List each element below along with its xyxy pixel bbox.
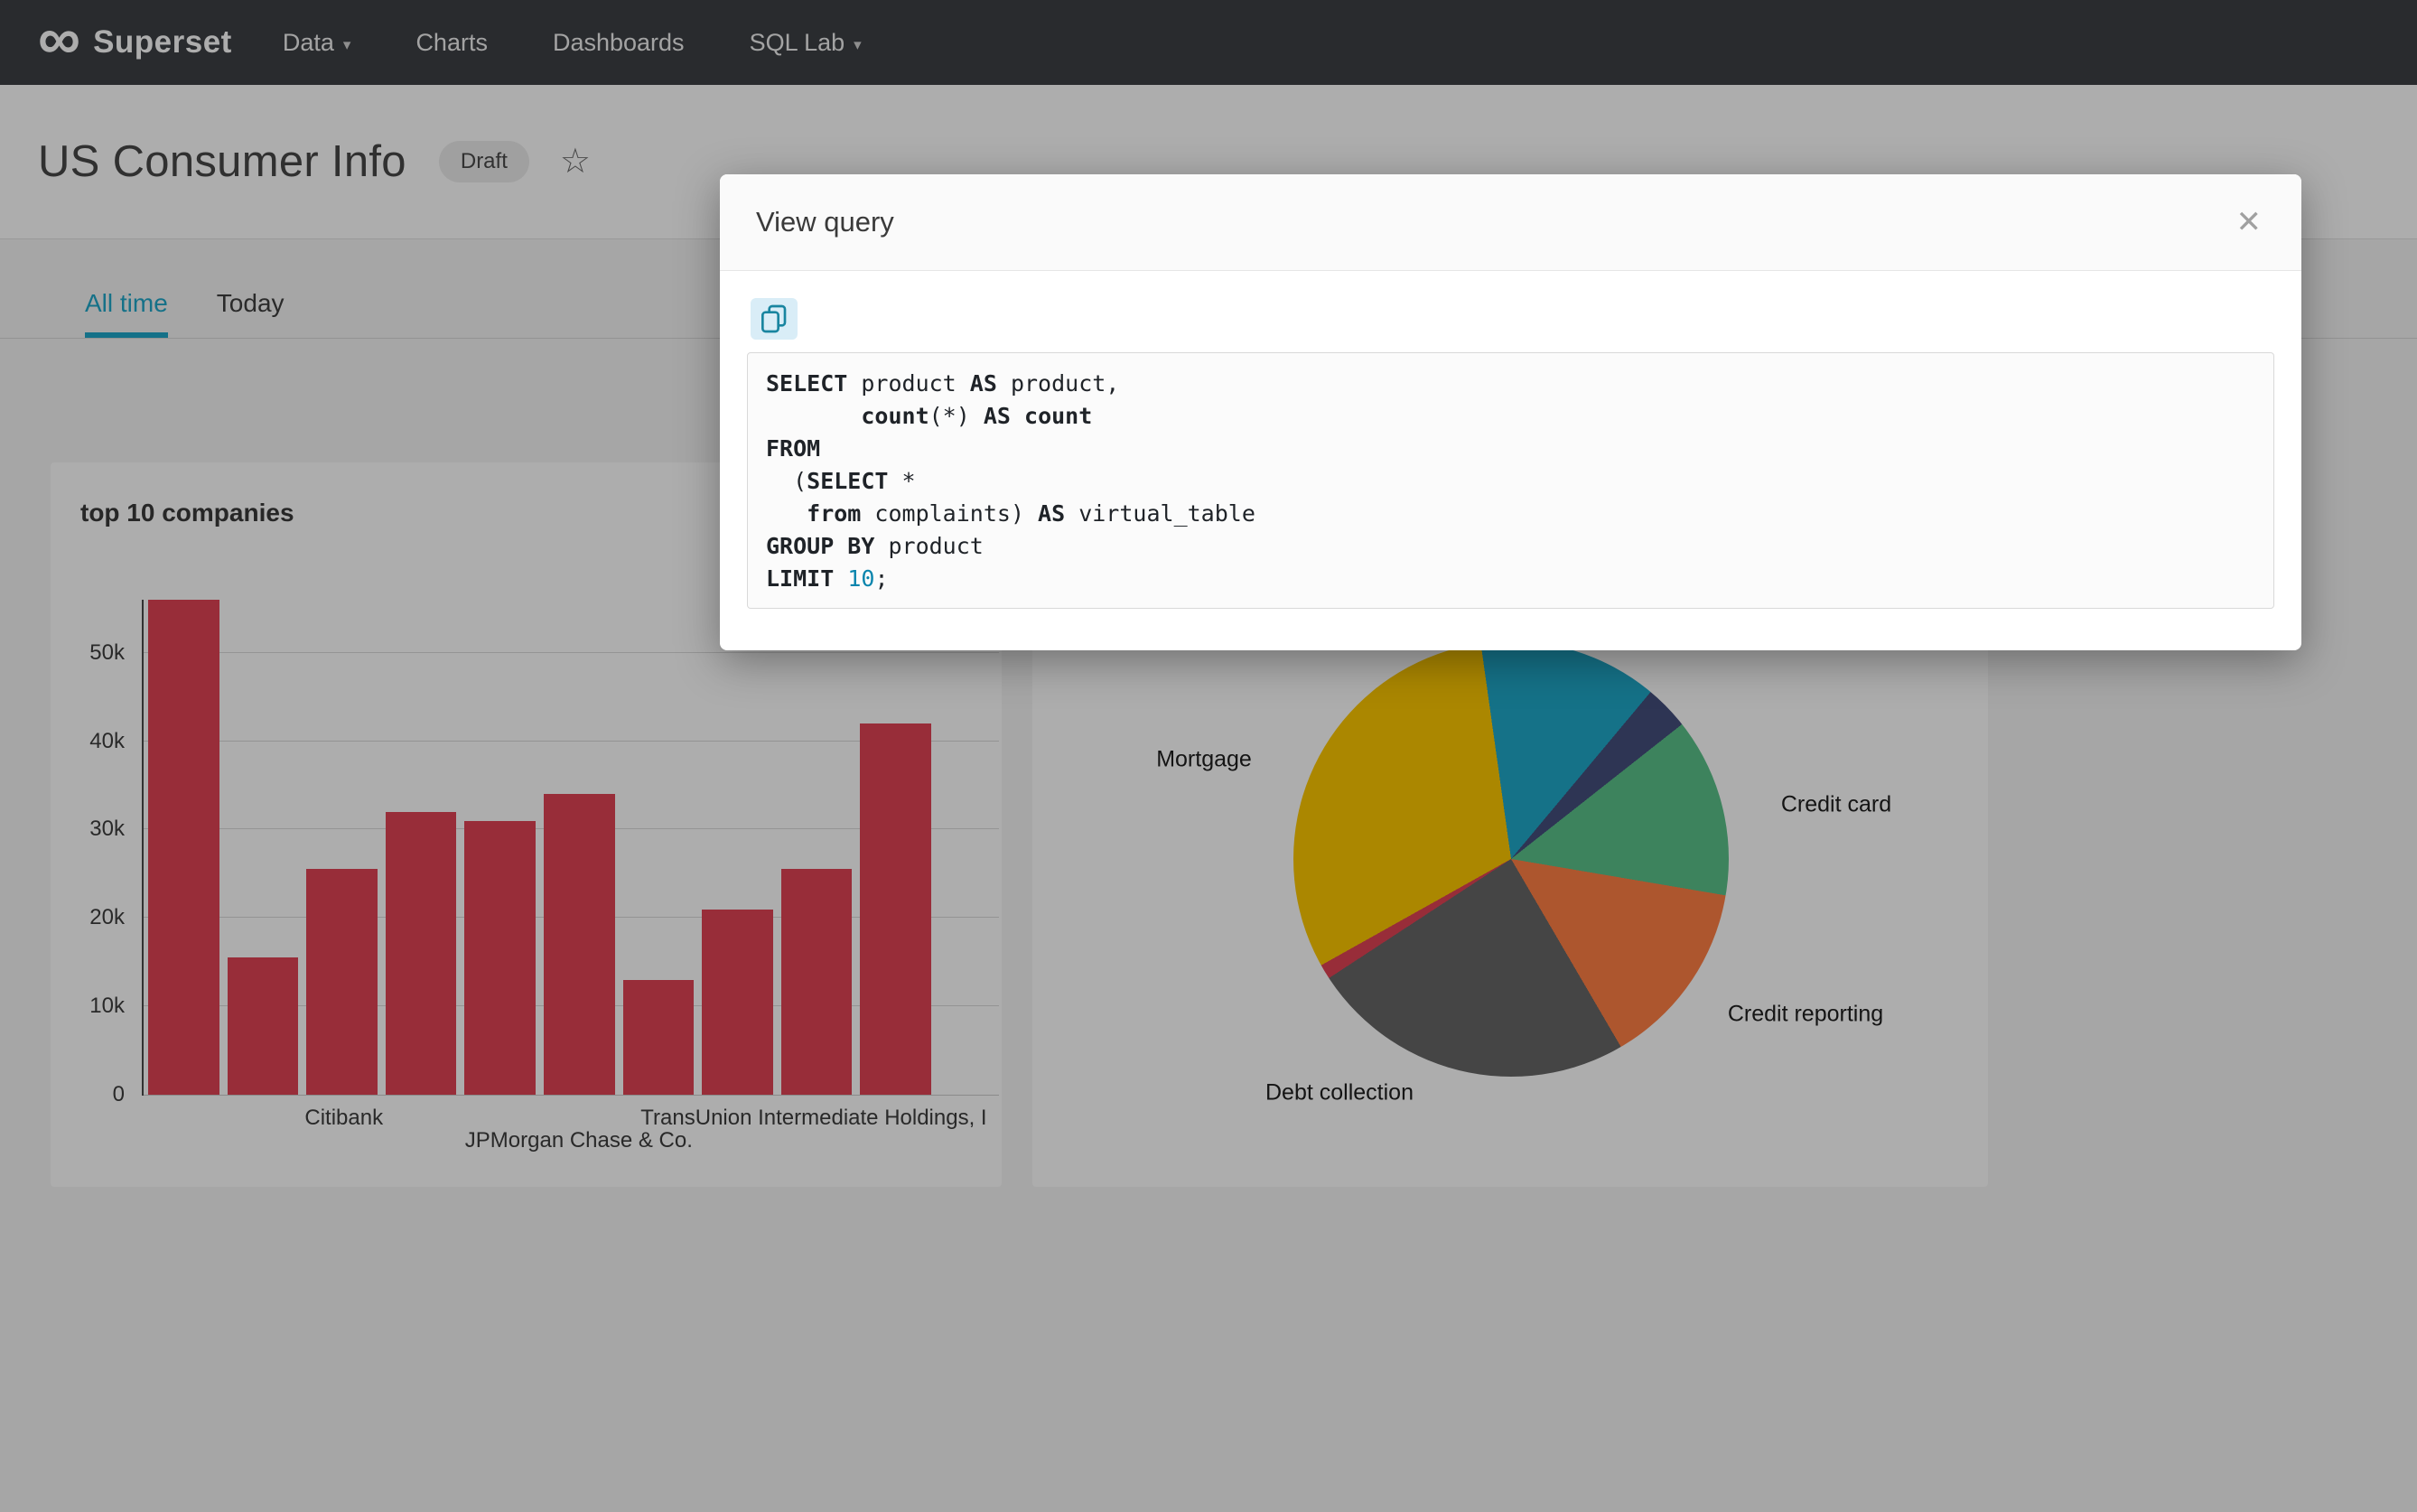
y-axis-line (142, 600, 144, 1096)
favorite-star-icon[interactable]: ☆ (559, 143, 591, 181)
bar[interactable] (464, 820, 536, 1095)
tab-today[interactable]: Today (216, 289, 285, 317)
chevron-down-icon: ▾ (342, 35, 351, 53)
status-badge: Draft (438, 141, 529, 182)
navbar-menu: Data ▾ Charts Dashboards SQL Lab ▾ (283, 0, 862, 85)
nav-item-label: SQL Lab (749, 28, 845, 56)
nav-item-dashboards[interactable]: Dashboards (553, 29, 685, 57)
superset-logo[interactable]: ∞ Superset (38, 8, 232, 68)
bar[interactable] (148, 600, 219, 1095)
bar[interactable] (702, 909, 773, 1095)
grid-line (144, 740, 999, 742)
view-query-modal: View query ✕ SELECT product AS product, … (720, 174, 2301, 650)
bar-chart-card: top 10 companies 0 10k 20k 30k 40k 50k Citiba… (51, 462, 1002, 1187)
y-tick-label: 40k (89, 728, 125, 753)
y-axis-ticks: 0 10k 20k 30k 40k 50k (51, 600, 134, 1106)
nav-item-label: Dashboards (552, 28, 685, 56)
superset-infinity-icon: ∞ (38, 5, 81, 71)
modal-body: SELECT product AS product, count(*) AS c… (720, 271, 2301, 650)
bar[interactable] (306, 869, 378, 1095)
close-icon[interactable]: ✕ (2233, 203, 2266, 241)
bar[interactable] (543, 794, 615, 1095)
nav-item-charts[interactable]: Charts (415, 29, 488, 57)
brand-name: Superset (93, 24, 232, 60)
navbar: ∞ Superset Data ▾ Charts Dashboards SQL Lab ▾ (0, 0, 2417, 85)
code-line: (SELECT * (766, 468, 916, 494)
bar-chart-title: top 10 companies (80, 499, 294, 527)
pie-slice-label: Debt collection (1265, 1079, 1414, 1106)
nav-item-label: Charts (415, 28, 488, 56)
y-tick-label: 10k (89, 994, 125, 1019)
y-tick-label: 20k (89, 905, 125, 930)
copy-to-clipboard-button[interactable] (751, 298, 798, 340)
x-axis-label: TransUnion Intermediate Holdings, I (640, 1106, 987, 1130)
bar[interactable] (385, 811, 457, 1095)
pie-slice-label: Credit card (1780, 791, 1892, 817)
nav-item-label: Data (282, 28, 334, 56)
code-line: LIMIT 10; (766, 565, 889, 592)
code-line: SELECT product AS product, (766, 370, 1120, 397)
sql-query-code: SELECT product AS product, count(*) AS c… (747, 352, 2274, 609)
clipboard-icon (761, 304, 787, 333)
code-line: FROM (766, 435, 821, 462)
page-title: US Consumer Info (38, 137, 406, 186)
y-tick-label: 30k (89, 817, 125, 842)
chevron-down-icon: ▾ (854, 35, 862, 53)
code-line: from complaints) AS virtual_table (807, 500, 1255, 527)
bar[interactable] (622, 979, 695, 1095)
x-axis-label: Citibank (304, 1106, 384, 1130)
x-axis-label: JPMorgan Chase & Co. (464, 1128, 693, 1153)
bar[interactable] (860, 723, 931, 1095)
y-tick-label: 0 (112, 1082, 125, 1106)
modal-header: View query ✕ (720, 174, 2301, 271)
modal-title: View query (756, 206, 894, 238)
y-tick-label: 50k (89, 639, 125, 665)
code-line: count(*) AS count (861, 403, 1093, 429)
pie-chart[interactable] (1293, 641, 1729, 1077)
pie-slice-label: Mortgage (1156, 746, 1252, 772)
tab-all-time[interactable]: All time (85, 289, 168, 338)
code-line: GROUP BY product (766, 533, 984, 559)
nav-item-data[interactable]: Data ▾ (283, 29, 351, 57)
nav-item-sql-lab[interactable]: SQL Lab ▾ (750, 29, 862, 57)
x-axis-line (144, 1095, 999, 1096)
bar[interactable] (227, 957, 299, 1095)
bar-series (148, 600, 931, 1095)
bar[interactable] (780, 869, 853, 1095)
pie-slice-label: Credit reporting (1727, 1001, 1884, 1027)
grid-line (144, 651, 999, 653)
